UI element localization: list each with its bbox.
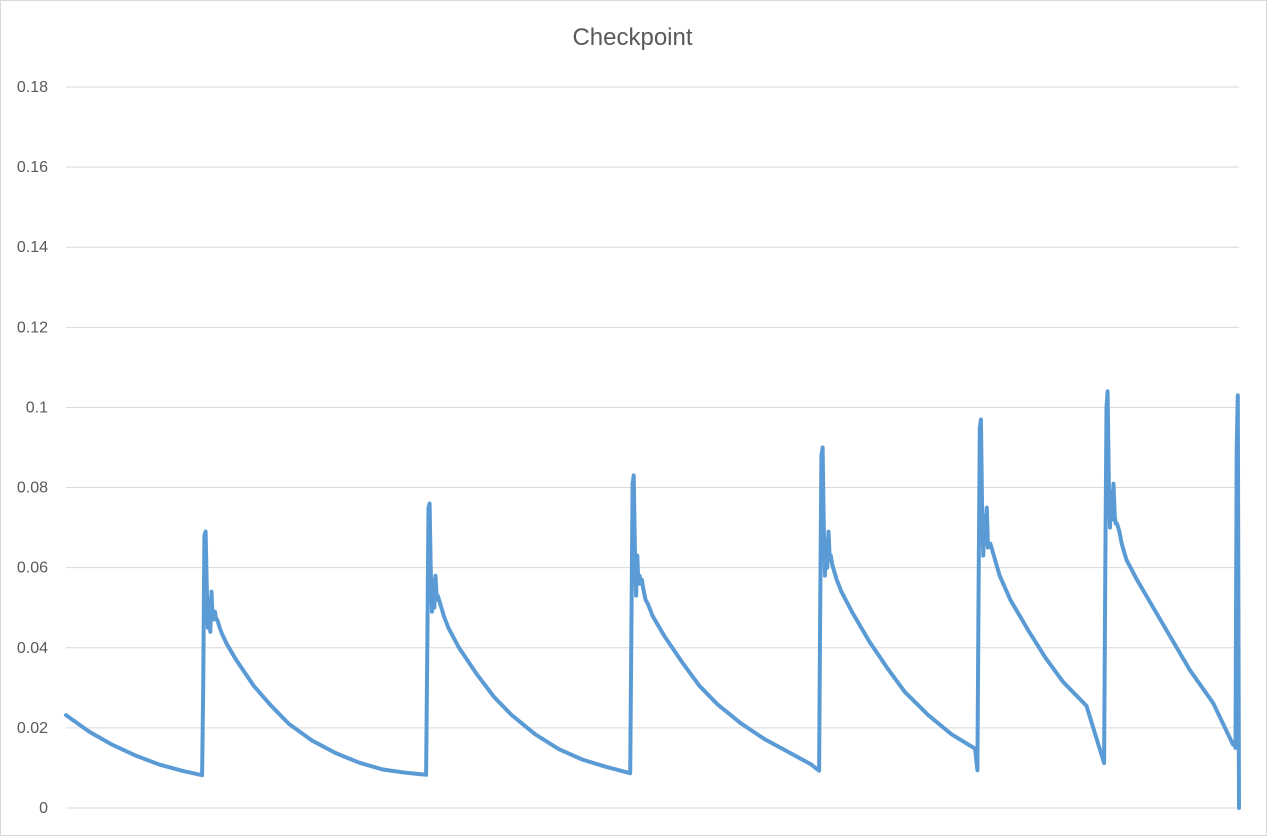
y-tick-label: 0.12 — [17, 319, 48, 336]
y-tick-label: 0.02 — [17, 720, 48, 737]
gridlines — [66, 86, 1239, 809]
y-tick-label: 0 — [39, 800, 48, 817]
series-line — [64, 389, 1241, 810]
series-layer — [64, 389, 1241, 810]
y-tick-label: 0.04 — [17, 640, 48, 657]
y-axis-ticks: 0 0.02 0.04 0.06 0.08 0.1 0.12 0.14 0.16 0.18 — [17, 79, 48, 817]
y-tick-label: 0.18 — [17, 79, 48, 96]
y-tick-label: 0.16 — [17, 159, 48, 176]
y-tick-label: 0.06 — [17, 560, 48, 577]
y-tick-label: 0.1 — [26, 399, 48, 416]
y-tick-label: 0.14 — [17, 239, 48, 256]
chart-title: Checkpoint — [572, 24, 693, 51]
y-tick-label: 0.08 — [17, 480, 48, 497]
